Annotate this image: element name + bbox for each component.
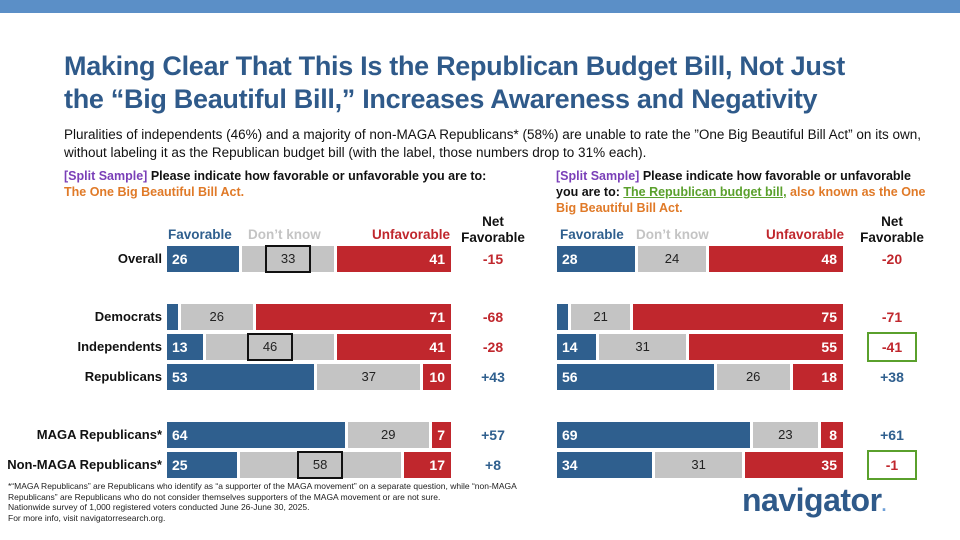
row-label: Democrats bbox=[94, 309, 162, 324]
navigator-logo: navigator. bbox=[742, 482, 886, 519]
left-dont-know-highlight-box bbox=[247, 333, 294, 361]
right-bar-favorable: 28 bbox=[557, 246, 636, 272]
right-net-header-line2: Favorable bbox=[860, 230, 924, 245]
left-bar-favorable: 25 bbox=[167, 452, 237, 478]
title-line-1: Making Clear That This Is the Republican… bbox=[64, 51, 845, 81]
left-question: [Split Sample] Please indicate how favor… bbox=[64, 168, 504, 200]
right-bar-unfavorable: 55 bbox=[689, 334, 843, 360]
row-label: MAGA Republicans* bbox=[36, 427, 162, 442]
right-legend-favorable: Favorable bbox=[560, 227, 624, 242]
subtitle: Pluralities of independents (46%) and a … bbox=[64, 127, 921, 160]
right-net-favorable-value: -41 bbox=[867, 332, 917, 362]
left-bar-dont-know: 33 bbox=[242, 246, 334, 272]
right-net-favorable-value: -1 bbox=[867, 450, 917, 480]
top-accent-bar bbox=[0, 0, 960, 13]
row-label: Republicans bbox=[84, 369, 162, 384]
left-bar-dont-know: 26 bbox=[181, 304, 253, 330]
left-net-favorable-value: +43 bbox=[481, 369, 505, 385]
right-bar-unfavorable: 48 bbox=[708, 246, 843, 272]
right-bar-favorable bbox=[557, 304, 569, 330]
right-bar-favorable: 34 bbox=[557, 452, 653, 478]
right-net-favorable-value: -71 bbox=[881, 309, 903, 325]
left-bar-dont-know: 37 bbox=[317, 364, 421, 390]
left-bar-unfavorable: 17 bbox=[403, 452, 451, 478]
right-bar-favorable: 14 bbox=[557, 334, 597, 360]
right-bar-dont-know: 31 bbox=[655, 452, 742, 478]
right-net-header-line1: Net bbox=[881, 214, 903, 229]
right-question-subject-aka: also known as the One Big Beautiful Bill… bbox=[556, 185, 926, 215]
left-bar-unfavorable: 10 bbox=[423, 364, 451, 390]
right-net-favorable-value: +61 bbox=[880, 427, 904, 443]
row-label: Overall bbox=[117, 251, 162, 266]
right-bar-favorable: 56 bbox=[557, 364, 714, 390]
footnote: *“MAGA Republicans” are Republicans who … bbox=[8, 481, 648, 523]
left-legend-favorable: Favorable bbox=[168, 227, 232, 242]
left-bar-dont-know: 58 bbox=[239, 452, 401, 478]
right-question-tag: [Split Sample] bbox=[556, 169, 640, 183]
left-bar-unfavorable: 71 bbox=[255, 304, 451, 330]
left-bar-unfavorable: 7 bbox=[431, 422, 451, 448]
left-net-favorable-value: +57 bbox=[481, 427, 505, 443]
right-legend-unfavorable: Unfavorable bbox=[766, 227, 845, 242]
logo-text: navigator bbox=[742, 482, 882, 518]
right-bar-unfavorable: 18 bbox=[792, 364, 843, 390]
right-legend-dont-know: Don’t know bbox=[636, 227, 709, 242]
right-question-subject-label: The Republican budget bill, bbox=[623, 185, 787, 199]
right-bar-unfavorable: 8 bbox=[820, 422, 843, 448]
title-line-2: the “Big Beautiful Bill,” Increases Awar… bbox=[64, 84, 818, 114]
left-question-text: Please indicate how favorable or unfavor… bbox=[147, 169, 487, 183]
right-bar-dont-know: 23 bbox=[753, 422, 818, 448]
left-question-tag: [Split Sample] bbox=[64, 169, 148, 183]
right-net-favorable-value: +38 bbox=[880, 369, 904, 385]
left-bar-favorable: 64 bbox=[167, 422, 345, 448]
right-bar-dont-know: 31 bbox=[599, 334, 686, 360]
right-question-text: Please indicate how favorable or unfavor… bbox=[556, 169, 911, 199]
left-bar-favorable: 26 bbox=[167, 246, 240, 272]
right-question: [Split Sample] Please indicate how favor… bbox=[556, 168, 936, 216]
row-label: Independents bbox=[77, 339, 162, 354]
right-bar-unfavorable: 35 bbox=[745, 452, 843, 478]
page-title: Making Clear That This Is the Republican… bbox=[64, 50, 944, 116]
left-dont-know-highlight-box bbox=[297, 451, 344, 479]
left-net-favorable-value: +8 bbox=[485, 457, 501, 473]
left-net-favorable-value: -15 bbox=[482, 251, 504, 267]
footnote-line-1: *“MAGA Republicans” are Republicans who … bbox=[8, 481, 517, 491]
left-net-favorable-value: -28 bbox=[482, 339, 504, 355]
left-legend-dont-know: Don’t know bbox=[248, 227, 321, 242]
left-bar-unfavorable: 41 bbox=[337, 334, 451, 360]
left-net-header-line1: Net bbox=[482, 214, 504, 229]
left-bar-dont-know: 46 bbox=[206, 334, 334, 360]
left-bar-dont-know: 29 bbox=[347, 422, 429, 448]
right-bar-unfavorable: 75 bbox=[633, 304, 843, 330]
left-net-favorable-value: -68 bbox=[482, 309, 504, 325]
right-bar-favorable: 69 bbox=[557, 422, 751, 448]
left-bar-favorable: 13 bbox=[167, 334, 204, 360]
right-net-header: Net Favorable bbox=[856, 214, 928, 246]
footnote-line-4: For more info, visit navigatorresearch.o… bbox=[8, 512, 166, 523]
left-legend-unfavorable: Unfavorable bbox=[372, 227, 451, 242]
row-label: Non-MAGA Republicans* bbox=[7, 457, 162, 472]
right-bar-dont-know: 21 bbox=[571, 304, 630, 330]
left-net-header-line2: Favorable bbox=[461, 230, 525, 245]
right-bar-dont-know: 26 bbox=[716, 364, 790, 390]
left-bar-favorable: 53 bbox=[167, 364, 315, 390]
footnote-line-3: Nationwide survey of 1,000 registered vo… bbox=[8, 502, 310, 512]
left-bar-favorable bbox=[167, 304, 178, 330]
left-question-subject: The One Big Beautiful Bill Act. bbox=[64, 185, 245, 199]
right-net-favorable-value: -20 bbox=[881, 251, 903, 267]
right-bar-dont-know: 24 bbox=[638, 246, 706, 272]
logo-dot: . bbox=[881, 495, 887, 515]
footnote-line-2: Republicans” are Republicans who do not … bbox=[8, 491, 441, 502]
left-net-header: Net Favorable bbox=[458, 214, 528, 246]
left-bar-unfavorable: 41 bbox=[337, 246, 451, 272]
left-dont-know-highlight-box bbox=[265, 245, 312, 273]
